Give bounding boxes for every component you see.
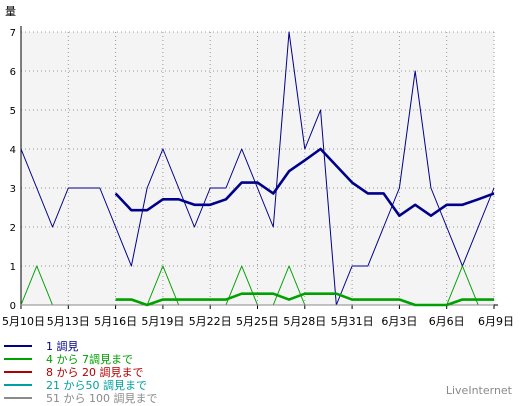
x-tick-label: 5月31日 <box>331 315 374 328</box>
x-tick-label: 5月28日 <box>283 315 326 328</box>
y-tick-label: 5 <box>10 106 16 117</box>
series-line <box>115 292 494 307</box>
watermark-logo: LiveInternet <box>445 384 512 397</box>
x-tick-label: 5月10日 <box>2 315 45 328</box>
y-tick-label: 7 <box>10 28 16 39</box>
y-tick-label: 4 <box>10 145 16 156</box>
x-tick-label: 5月22日 <box>189 315 232 328</box>
legend-swatch <box>4 383 32 386</box>
y-tick-label: 1 <box>10 262 16 273</box>
legend-item: 51 から 100 調見まで <box>4 391 158 405</box>
legend-label: 1 調見 <box>46 339 79 353</box>
x-tick-label: 6月6日 <box>429 315 465 328</box>
legend-label: 21 から50 調見まで <box>46 378 147 392</box>
y-tick-label: 0 <box>10 301 16 312</box>
y-tick-label: 2 <box>10 223 16 234</box>
y-tick-label: 3 <box>10 184 16 195</box>
x-tick-label: 6月3日 <box>381 315 417 328</box>
x-tick-label: 5月13日 <box>47 315 90 328</box>
x-tick-label: 6月9日 <box>478 315 514 328</box>
legend: 1 調見 4 から 7調見まで 8 から 20 調見まで 21 から50 調見ま… <box>4 339 158 405</box>
series-line <box>20 31 495 306</box>
legend-item: 4 から 7調見まで <box>4 352 157 366</box>
x-tick-label: 5月25日 <box>236 315 279 328</box>
y-axis-label: 量 <box>5 5 16 18</box>
legend-item: 8 から 20 調見まで <box>4 365 157 379</box>
legend-label: 51 から 100 調見まで <box>46 391 158 405</box>
legend-item: 1 調見 <box>4 339 157 353</box>
legend-swatch <box>4 357 32 360</box>
x-tick-label: 5月16日 <box>94 315 137 328</box>
legend-swatch <box>4 370 32 373</box>
legend-label: 4 から 7調見まで <box>46 352 133 366</box>
legend-label: 8 から 20 調見まで <box>46 365 144 379</box>
x-tick-label: 5月19日 <box>141 315 184 328</box>
legend-item: 21 から50 調見まで <box>4 378 157 392</box>
y-tick-label: 6 <box>10 67 16 78</box>
legend-swatch <box>4 344 32 347</box>
legend-swatch <box>4 396 32 399</box>
series-line <box>114 147 495 217</box>
chart-svg: 0 1 2 3 4 5 6 7 5月10日 5月13日 5月16日 5月19日 5月22日 5月25日 5月… <box>2 5 514 328</box>
